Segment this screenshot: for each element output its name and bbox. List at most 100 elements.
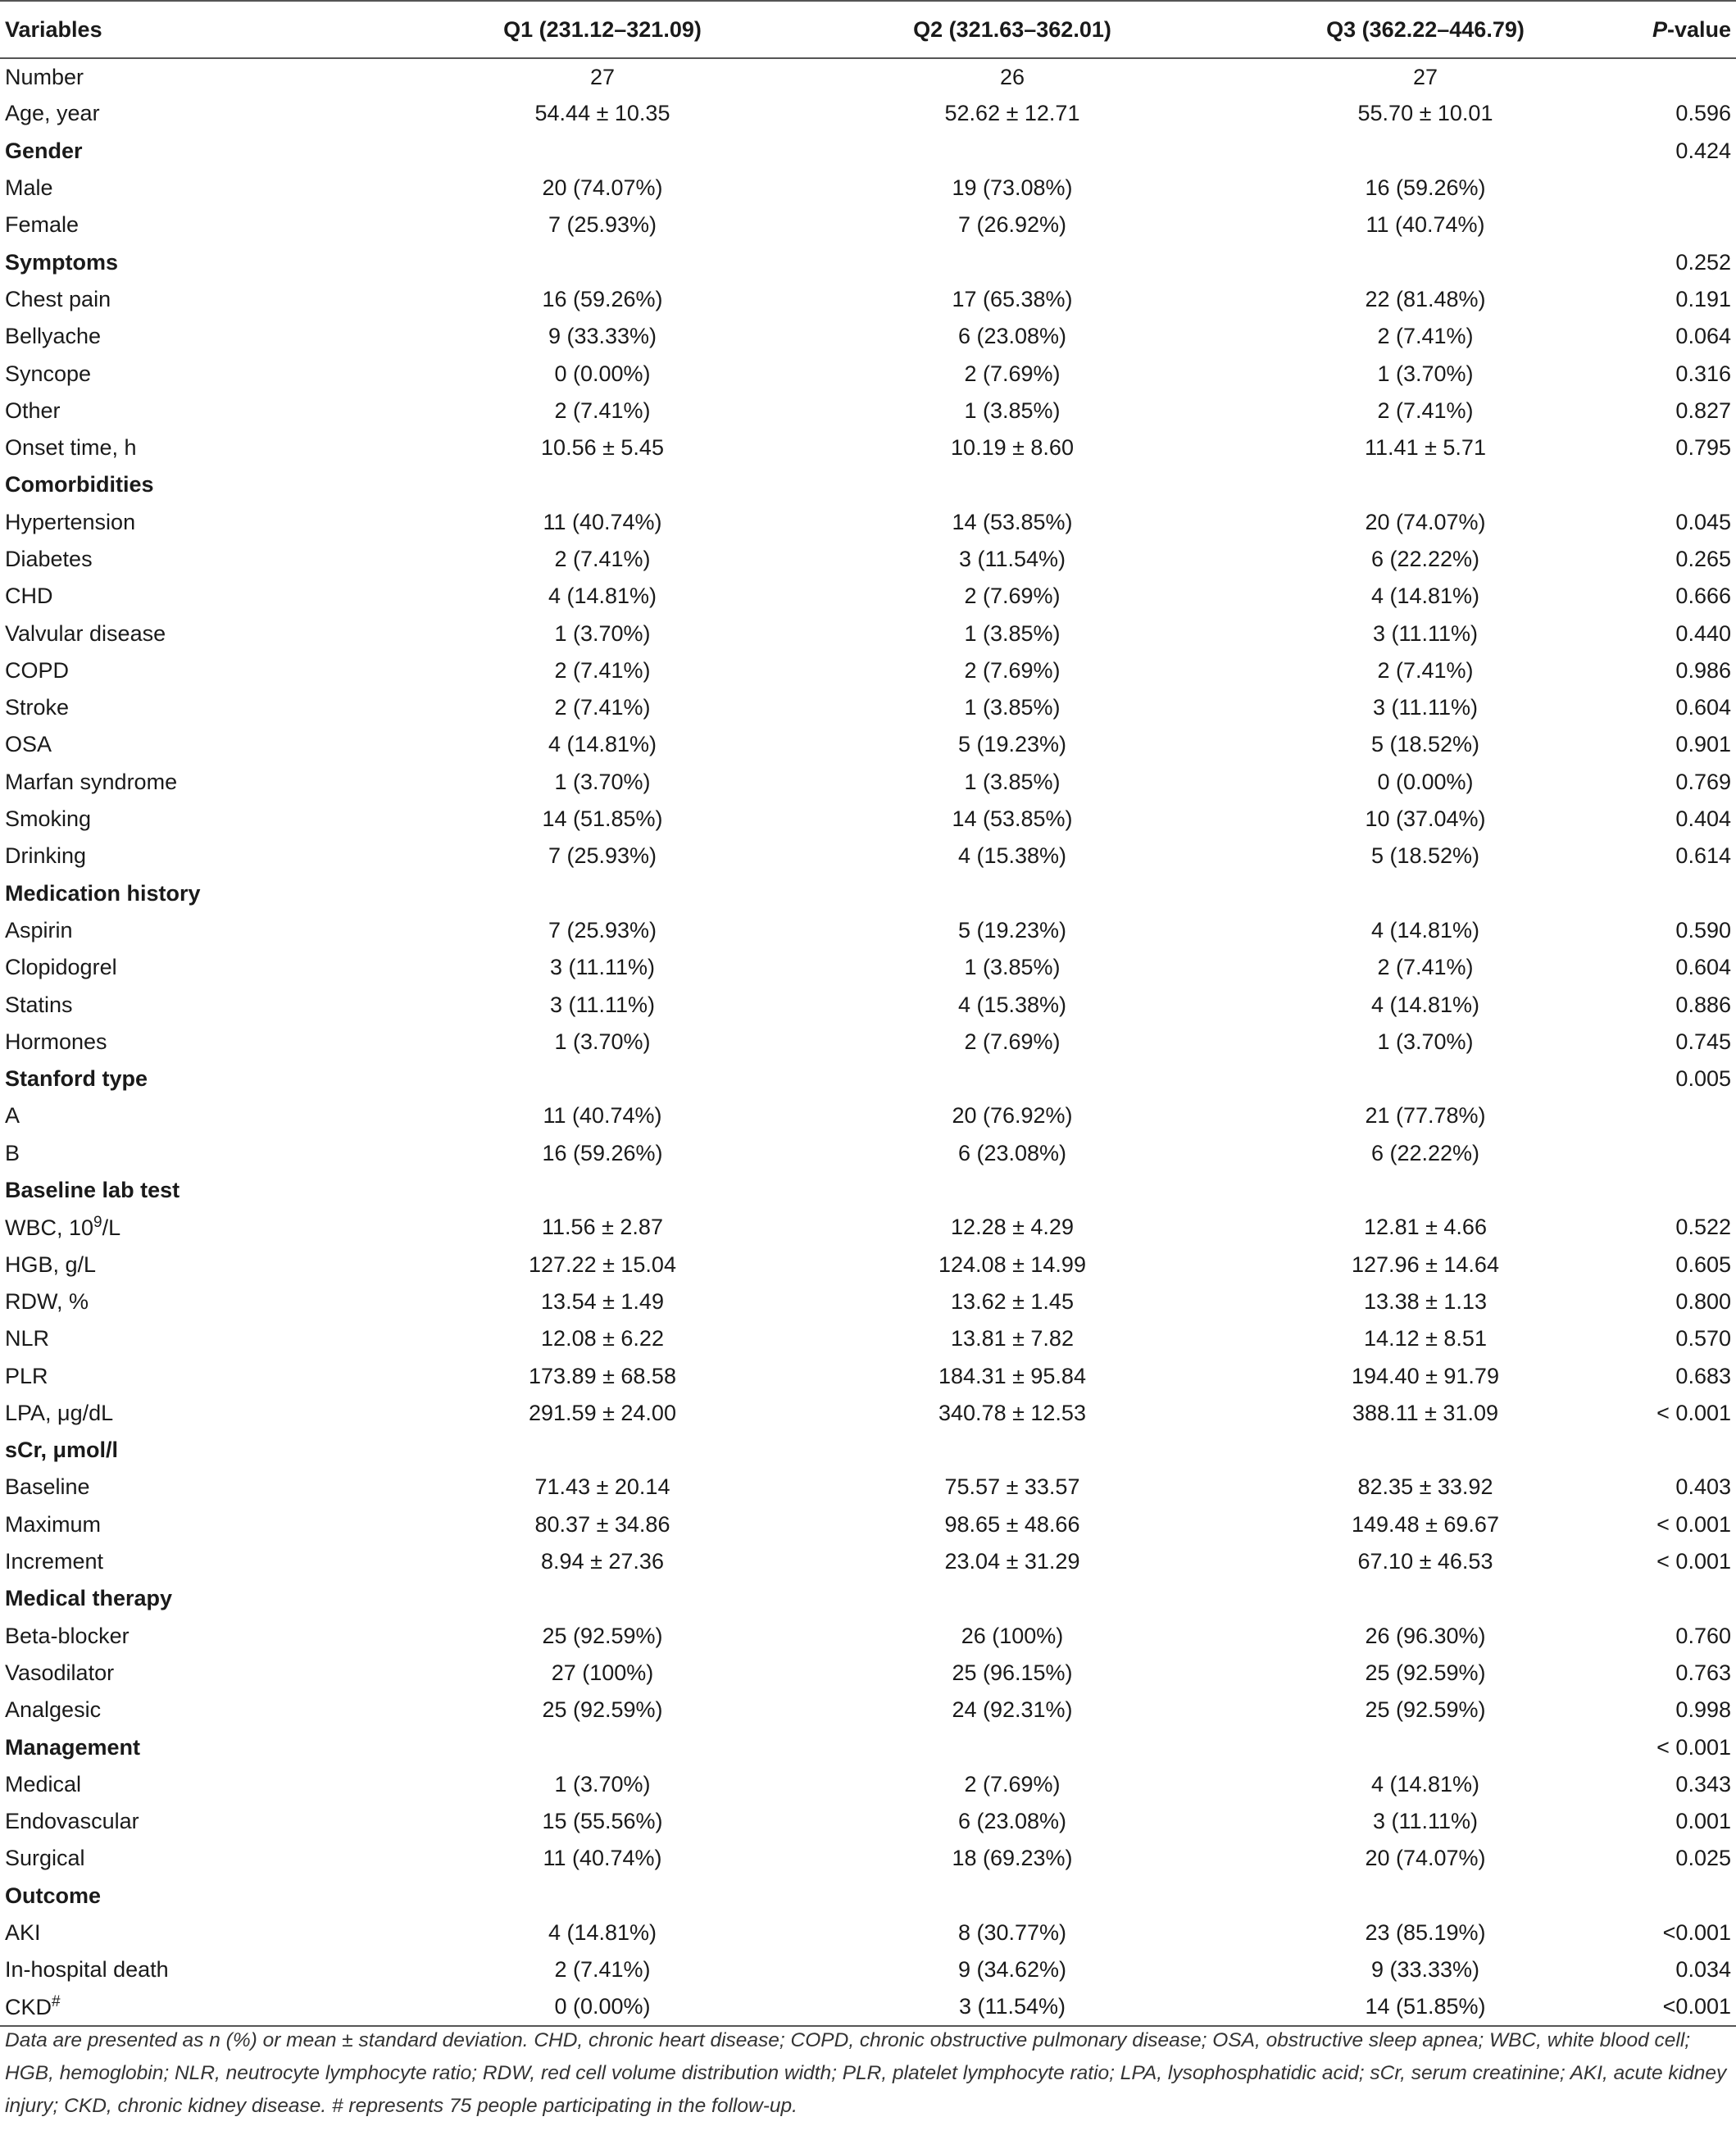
section-header-row: Baseline lab test (0, 1172, 1736, 1209)
cell-p-value (1629, 1580, 1736, 1617)
cell-p-value: 0.001 (1675, 1809, 1731, 1834)
cell-q3: 25 (92.59%) (1365, 1697, 1486, 1723)
cell-q3: 9 (33.33%) (1370, 1957, 1480, 1983)
cell-q2: 2 (7.69%) (964, 1771, 1061, 1797)
table-row: A 11 (40.74%) 20 (76.92%) 21 (77.78%) (0, 1097, 1736, 1134)
cell-q1: 2 (7.41%) (554, 657, 651, 683)
cell-q3 (1221, 243, 1629, 280)
cell-q1: 16 (59.26%) (542, 1140, 663, 1165)
variable-label: HGB, g/L (5, 1251, 97, 1277)
cell-p-value: <0.001 (1662, 1919, 1731, 1945)
cell-q2: 1 (3.85%) (964, 397, 1061, 423)
cell-q3: 5 (18.52%) (1370, 732, 1480, 757)
table-row: Endovascular 15 (55.56%) 6 (23.08%) 3 (11.1… (0, 1803, 1736, 1840)
cell-q3: 388.11 ± 31.09 (1352, 1400, 1498, 1425)
section-header-row: Symptoms 0.252 (0, 243, 1736, 280)
cell-q3: 11 (40.74%) (1366, 212, 1485, 238)
table-row: Vasodilator 27 (100%) 25 (96.15%) 25 (92.59… (0, 1655, 1736, 1692)
cell-p-value (1629, 1432, 1736, 1469)
cell-q2 (803, 243, 1221, 280)
variable-label: Statins (5, 992, 73, 1017)
variable-label: Other (5, 397, 61, 423)
cell-q3: 0 (0.00%) (1377, 769, 1474, 794)
cell-q1: 80.37 ± 34.86 (534, 1511, 670, 1537)
cell-p-value: 0.005 (1675, 1066, 1731, 1092)
variable-label: Medical (5, 1771, 82, 1797)
section-label: Symptoms (5, 249, 119, 275)
cell-q3 (1221, 875, 1629, 912)
cell-p-value: 0.045 (1675, 509, 1731, 534)
table-footnote: Data are presented as n (%) or mean ± st… (5, 2029, 1727, 2117)
cell-q2: 340.78 ± 12.53 (938, 1400, 1086, 1425)
variable-label: Syncope (5, 361, 92, 386)
cell-q2: 3 (11.54%) (958, 547, 1066, 571)
table-row: Number 27 26 27 (0, 58, 1736, 95)
cell-q2: 98.65 ± 48.66 (944, 1511, 1080, 1537)
cell-q1: 9 (33.33%) (548, 324, 657, 349)
cell-q1: 4 (14.81%) (548, 732, 657, 757)
section-label: Medication history (5, 880, 201, 906)
cell-p-value: 0.800 (1675, 1288, 1731, 1314)
table-row: Baseline 71.43 ± 20.14 75.57 ± 33.57 82.35 … (0, 1469, 1736, 1506)
cell-q1: 7 (25.93%) (548, 843, 657, 869)
cell-p-value: 0.683 (1675, 1363, 1731, 1388)
cell-q1: 4 (14.81%) (548, 584, 657, 609)
variable-label: Chest pain (5, 286, 111, 311)
cell-q1: 11 (40.74%) (543, 1846, 662, 1871)
variable-label: In-hospital death (5, 1957, 169, 1983)
cell-q2 (803, 1432, 1221, 1469)
cell-q3 (1221, 1061, 1629, 1097)
variable-label: Analgesic (5, 1697, 102, 1723)
cell-q3: 23 (85.19%) (1365, 1919, 1486, 1945)
variable-label: Onset time, h (5, 435, 137, 461)
table-row: Analgesic 25 (92.59%) 24 (92.31%) 25 (92.59… (0, 1692, 1736, 1728)
variable-label: CHD (5, 584, 53, 609)
cell-q3: 10 (37.04%) (1365, 806, 1486, 832)
cell-q3: 16 (59.26%) (1365, 175, 1486, 201)
cell-q3: 25 (92.59%) (1365, 1660, 1486, 1685)
variable-label: Hypertension (5, 509, 136, 534)
cell-q3: 6 (22.22%) (1370, 547, 1480, 571)
variable-label: Aspirin (5, 917, 73, 943)
cell-q2: 26 (100%) (961, 1623, 1064, 1648)
cell-p-value (1629, 58, 1736, 95)
cell-p-value (1629, 466, 1736, 503)
table-row: Increment 8.94 ± 27.36 23.04 ± 31.29 67.10 … (0, 1543, 1736, 1580)
cell-q2: 1 (3.85%) (964, 769, 1061, 794)
table-row: Other 2 (7.41%) 1 (3.85%) 2 (7.41%) 0.827 (0, 393, 1736, 429)
cell-q2: 8 (30.77%) (957, 1919, 1067, 1945)
cell-p-value: 0.998 (1675, 1697, 1731, 1723)
variable-label-text: WBC, 10 (5, 1215, 94, 1241)
cell-q3: 21 (77.78%) (1365, 1103, 1486, 1129)
cell-q1 (402, 466, 803, 503)
table-row: Smoking 14 (51.85%) 14 (53.85%) 10 (37.04%)… (0, 801, 1736, 838)
variable-label-suffix: /L (102, 1215, 121, 1241)
section-label: Gender (5, 138, 83, 163)
section-header-row: Gender 0.424 (0, 133, 1736, 170)
cell-q1: 27 (100%) (551, 1660, 654, 1685)
cell-q1: 2 (7.41%) (554, 397, 651, 423)
cell-q1: 14 (51.85%) (542, 806, 663, 832)
cell-p-value (1629, 1172, 1736, 1209)
table-row: NLR 12.08 ± 6.22 13.81 ± 7.82 14.12 ± 8.51 0… (0, 1320, 1736, 1357)
cell-q3: 2 (7.41%) (1377, 955, 1474, 980)
variable-label: A (5, 1103, 20, 1129)
cell-p-value: 0.604 (1675, 955, 1731, 980)
variable-label: Female (5, 212, 80, 238)
cell-p-value: 0.570 (1675, 1326, 1731, 1351)
table-row: PLR 173.89 ± 68.58 184.31 ± 95.84 194.40 ± … (0, 1357, 1736, 1394)
cell-q2: 4 (15.38%) (957, 992, 1067, 1017)
cell-q2: 20 (76.92%) (952, 1103, 1073, 1129)
table-row: Chest pain 16 (59.26%) 17 (65.38%) 22 (81.4… (0, 281, 1736, 318)
table-row: CKD# 0 (0.00%) 3 (11.54%) 14 (51.85%) <0.001 (0, 1988, 1736, 2027)
cell-p-value: 0.827 (1675, 397, 1731, 423)
cell-q3: 2 (7.41%) (1377, 324, 1474, 349)
cell-q2: 25 (96.15%) (952, 1660, 1073, 1685)
cell-q2: 5 (19.23%) (957, 732, 1067, 757)
cell-q2: 1 (3.85%) (964, 955, 1061, 980)
cell-q3: 55.70 ± 10.01 (1357, 101, 1493, 126)
cell-q2: 13.81 ± 7.82 (951, 1326, 1074, 1351)
cell-q3 (1221, 1728, 1629, 1765)
cell-p-value: 0.763 (1675, 1660, 1731, 1685)
cell-p-value: 0.590 (1675, 917, 1731, 943)
